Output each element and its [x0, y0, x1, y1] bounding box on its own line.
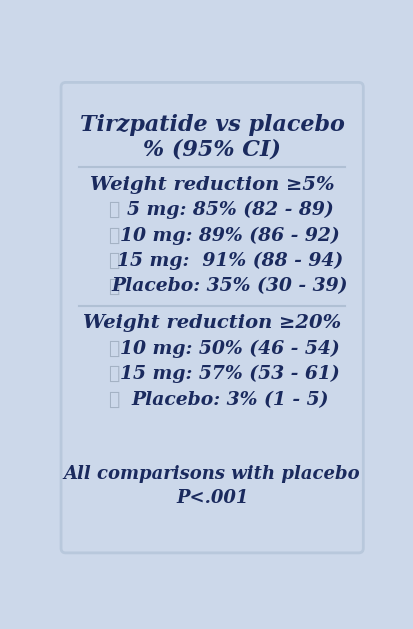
Text: 15 mg: 57% (53 - 61): 15 mg: 57% (53 - 61) — [120, 365, 339, 383]
Text: 5 mg: 85% (82 - 89): 5 mg: 85% (82 - 89) — [126, 201, 332, 220]
FancyBboxPatch shape — [61, 82, 363, 553]
Text: ✓: ✓ — [108, 365, 119, 383]
Text: % (95% CI): % (95% CI) — [143, 138, 280, 160]
Text: Weight reduction ≥5%: Weight reduction ≥5% — [90, 176, 334, 194]
Text: ✓: ✓ — [108, 277, 119, 296]
Text: ✓: ✓ — [108, 340, 119, 358]
Text: 10 mg: 89% (86 - 92): 10 mg: 89% (86 - 92) — [120, 226, 339, 245]
Text: Placebo: 3% (1 - 5): Placebo: 3% (1 - 5) — [131, 391, 328, 409]
Text: 15 mg:  91% (88 - 94): 15 mg: 91% (88 - 94) — [116, 252, 342, 270]
Text: All comparisons with placebo: All comparisons with placebo — [64, 465, 360, 482]
Text: ✓: ✓ — [108, 391, 119, 409]
Text: ✓: ✓ — [108, 201, 119, 220]
Text: ✓: ✓ — [108, 226, 119, 245]
Text: Placebo: 35% (30 - 39): Placebo: 35% (30 - 39) — [112, 277, 347, 296]
Text: 10 mg: 50% (46 - 54): 10 mg: 50% (46 - 54) — [120, 340, 339, 358]
Text: Tirzpatide vs placebo: Tirzpatide vs placebo — [80, 114, 344, 136]
Text: Weight reduction ≥20%: Weight reduction ≥20% — [83, 314, 340, 332]
Text: P<.001: P<.001 — [176, 489, 248, 507]
Text: ✓: ✓ — [108, 252, 119, 270]
